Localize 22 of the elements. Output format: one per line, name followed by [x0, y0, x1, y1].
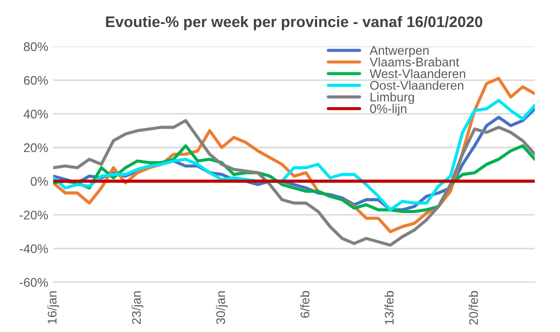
- legend-label: Oost-Vlaanderen: [370, 80, 464, 90]
- legend-label: West-Vlaanderen: [370, 68, 466, 78]
- chart-title: Evoutie-% per week per provincie - vanaf 16/01/2020: [106, 16, 482, 30]
- legend-label: Vlaams-Brabant: [370, 57, 460, 66]
- y-tick-label: 60%: [24, 76, 48, 85]
- legend-label: 0%-lijn: [370, 104, 406, 116]
- x-tick-label: 6/feb: [300, 291, 310, 318]
- y-tick-label: 20%: [24, 143, 48, 152]
- x-tick-label: 20/feb: [468, 291, 478, 325]
- line-series: [53, 119, 535, 247]
- legend-label: Antwerpen: [370, 46, 429, 58]
- y-tick-label: -60%: [20, 278, 48, 287]
- x-tick-label: 16/jan: [47, 291, 60, 324]
- y-tick-label: 40%: [24, 110, 48, 118]
- y-tick-label: 80%: [24, 42, 48, 52]
- x-tick-label: 23/jan: [132, 291, 144, 324]
- y-tick-label: -40%: [20, 244, 48, 254]
- y-tick-label: 0%: [30, 176, 48, 186]
- x-tick-label: 30/jan: [216, 291, 228, 324]
- y-tick-label: -20%: [20, 210, 48, 220]
- legend-label: Limburg: [370, 92, 414, 104]
- x-tick-label: 13/feb: [384, 291, 394, 324]
